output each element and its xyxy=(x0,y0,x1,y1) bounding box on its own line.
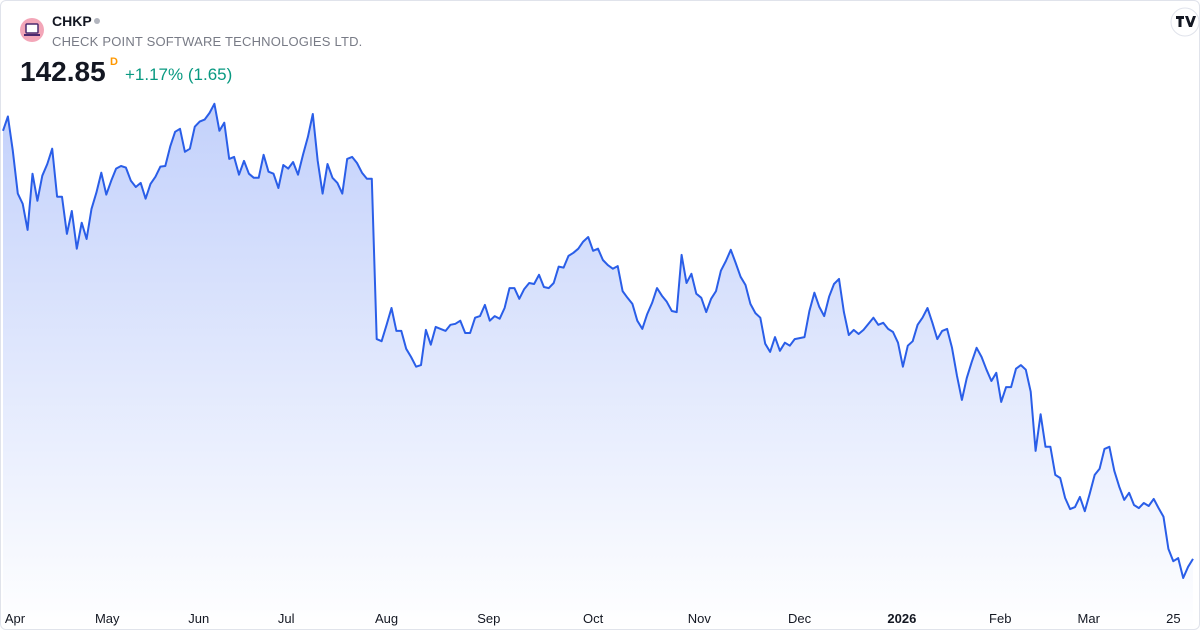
tv-logo[interactable] xyxy=(1170,7,1199,37)
symbol[interactable]: CHKP xyxy=(52,13,92,29)
x-tick-label: 2026 xyxy=(887,611,916,626)
price: 142.85 xyxy=(20,56,106,87)
x-tick-label: Aug xyxy=(375,611,398,626)
logo-mark xyxy=(24,34,40,36)
area-fill xyxy=(3,103,1193,629)
logo-mark xyxy=(25,23,39,34)
x-tick-label: Mar xyxy=(1078,611,1101,626)
price-interval: D xyxy=(110,56,118,68)
price-change: +1.17% (1.65) xyxy=(125,65,233,84)
x-tick-label: 25 xyxy=(1166,611,1180,626)
x-tick-label: Feb xyxy=(989,611,1011,626)
price-line xyxy=(2,102,1194,579)
x-tick-label: Jun xyxy=(188,611,209,626)
x-tick-label: May xyxy=(95,611,120,626)
company-name: CHECK POINT SOFTWARE TECHNOLOGIES LTD. xyxy=(52,34,363,49)
x-tick-label: Dec xyxy=(788,611,812,626)
x-tick-label: Apr xyxy=(5,611,26,626)
x-tick-label: Jul xyxy=(278,611,295,626)
x-tick-label: Oct xyxy=(583,611,604,626)
x-tick-label: Sep xyxy=(477,611,500,626)
status-dot xyxy=(94,18,100,24)
x-tick-label: Nov xyxy=(688,611,712,626)
